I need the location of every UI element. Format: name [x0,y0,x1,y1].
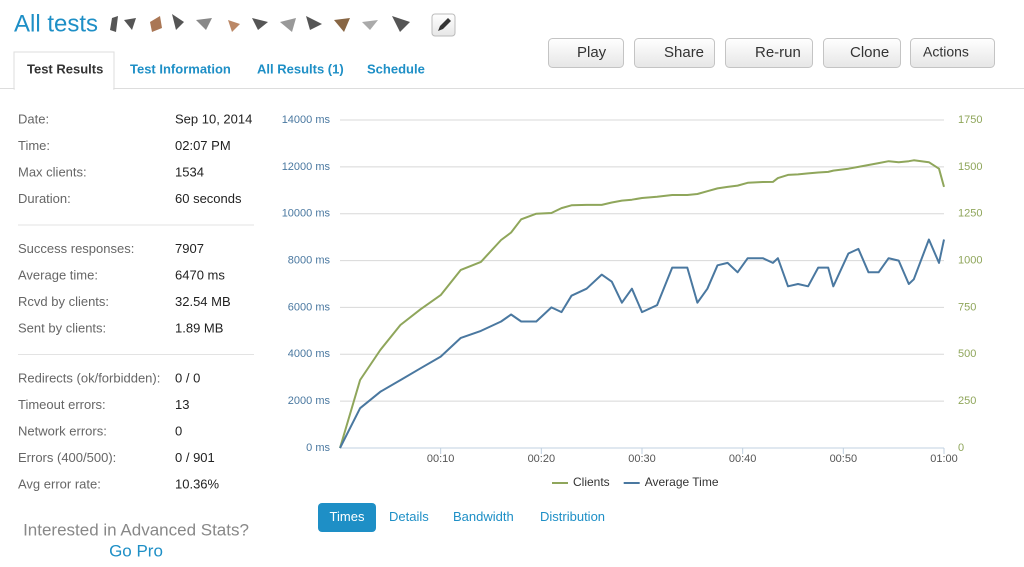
stat-value: 1534 [175,164,204,179]
chart-tab[interactable]: Bandwidth [453,509,514,524]
edit-button[interactable] [431,13,456,37]
stat-label: Rcvd by clients: [18,294,109,309]
y-tick-label: 12000 ms [282,161,331,173]
y-tick-label: 6000 ms [288,301,331,313]
y2-tick-label: 1500 [958,161,982,173]
stat-label: Redirects (ok/forbidden): [18,370,160,385]
stat-label: Max clients: [18,164,87,179]
stat-value: 02:07 PM [175,138,231,153]
x-tick-label: 00:10 [427,453,455,465]
y-tick-label: 10000 ms [282,208,331,220]
stat-value: Sep 10, 2014 [175,111,252,126]
promo-text: Interested in Advanced Stats? [23,520,249,539]
stat-label: Avg error rate: [18,476,101,491]
button-label[interactable]: Share [664,44,704,61]
tab[interactable]: Test Results [27,61,103,76]
series-line [339,159,945,449]
y-tick-label: 4000 ms [288,348,331,360]
stat-label: Time: [18,138,50,153]
stat-value: 6470 ms [175,267,225,282]
tab[interactable]: Schedule [367,61,425,76]
button[interactable] [823,38,901,68]
active-chart-tab[interactable] [318,503,376,532]
y-tick-label: 8000 ms [288,254,331,266]
stat-value: 60 seconds [175,191,242,206]
stat-value: 1.89 MB [175,320,223,335]
y2-tick-label: 1000 [958,254,982,266]
y-tick-label: 2000 ms [288,395,331,407]
chart-tab[interactable]: Details [389,509,429,524]
stat-label: Timeout errors: [18,397,106,412]
stat-value: 13 [175,397,189,412]
tab[interactable]: Test Information [130,61,231,76]
y-tick-label: 0 ms [306,442,330,454]
stat-label: Date: [18,111,49,126]
y2-tick-label: 250 [958,395,976,407]
chart-tab[interactable]: Distribution [540,509,605,524]
stat-value: 10.36% [175,476,220,491]
x-tick-label: 00:40 [729,453,757,465]
y2-tick-label: 1750 [958,114,982,126]
stat-label: Success responses: [18,241,134,256]
promo-link[interactable]: Go Pro [109,541,163,560]
button[interactable] [548,38,624,68]
button-label[interactable]: Actions [923,44,969,60]
button-label[interactable]: Clone [850,44,889,61]
y-tick-label: 14000 ms [282,114,331,126]
stat-value: 0 / 0 [175,370,200,385]
obscured-name [110,14,410,32]
page-title: All tests [14,10,98,37]
stat-label: Average time: [18,267,98,282]
stat-value: 7907 [175,241,204,256]
button[interactable] [910,38,995,68]
stat-value: 0 [175,423,182,438]
stat-label: Sent by clients: [18,320,106,335]
button[interactable] [725,38,813,68]
stat-label: Duration: [18,191,71,206]
legend-label[interactable]: Average Time [645,475,719,489]
button-label[interactable]: Play [577,44,607,61]
chart-tab[interactable]: Times [330,509,365,524]
stat-label: Errors (400/500): [18,450,116,465]
y2-tick-label: 500 [958,348,976,360]
stat-value: 32.54 MB [175,294,231,309]
y2-tick-label: 1250 [958,208,982,220]
legend-label[interactable]: Clients [573,475,610,489]
y2-tick-label: 750 [958,301,976,313]
x-tick-label: 00:30 [628,453,656,465]
button[interactable] [634,38,715,68]
x-tick-label: 01:00 [930,453,958,465]
stat-label: Network errors: [18,423,107,438]
active-tab-box [13,51,115,90]
x-tick-label: 00:20 [528,453,556,465]
stat-value: 0 / 901 [175,450,215,465]
x-tick-label: 00:50 [830,453,858,465]
button-label[interactable]: Re-run [755,44,801,61]
y2-tick-label: 0 [958,442,964,454]
series-line [339,238,945,449]
tab[interactable]: All Results (1) [257,61,344,76]
